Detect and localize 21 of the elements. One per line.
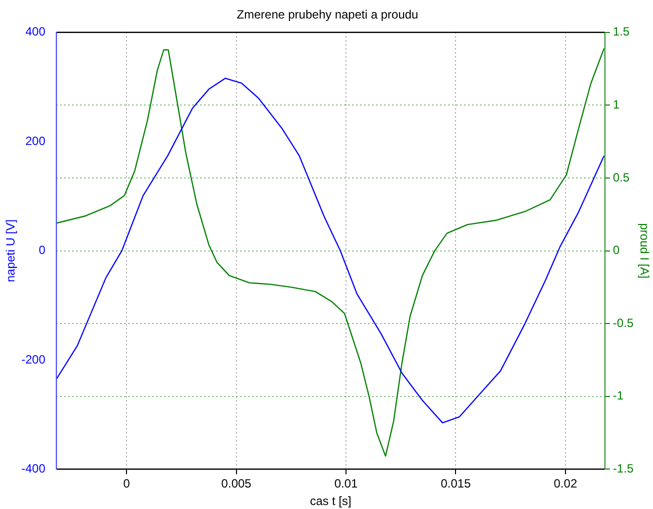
- y2-tick-label: 1.5: [612, 24, 630, 39]
- y2-tick-label: -0.5: [612, 316, 634, 330]
- y-tick-label: 400: [25, 24, 46, 39]
- x-tick-label: 0.02: [554, 476, 578, 491]
- y2-tick-label: 1: [612, 98, 620, 112]
- x-tick-label: 0.005: [221, 476, 252, 491]
- y-tick-label: 200: [25, 134, 46, 148]
- y-tick-label: -400: [21, 462, 46, 476]
- y-tick-label: 0: [38, 243, 46, 258]
- y2-tick-label: 0.5: [612, 170, 630, 184]
- x-tick-label: 0: [123, 476, 130, 491]
- x-tick-label: 0.015: [440, 476, 472, 491]
- y-tick-label: -200: [21, 352, 46, 366]
- chart-title: Zmerene prubehy napeti a proudu: [236, 8, 418, 22]
- y2-tick-label: -1.5: [612, 462, 634, 476]
- y2-axis-title: proud I [A]: [637, 223, 652, 278]
- x-tick-label: 0.01: [334, 476, 358, 491]
- y2-tick-label: -1: [612, 388, 624, 403]
- y-axis-title: napeti U [V]: [4, 219, 18, 282]
- y2-tick-label: 0: [612, 243, 620, 258]
- x-axis-title: cas t [s]: [310, 494, 352, 508]
